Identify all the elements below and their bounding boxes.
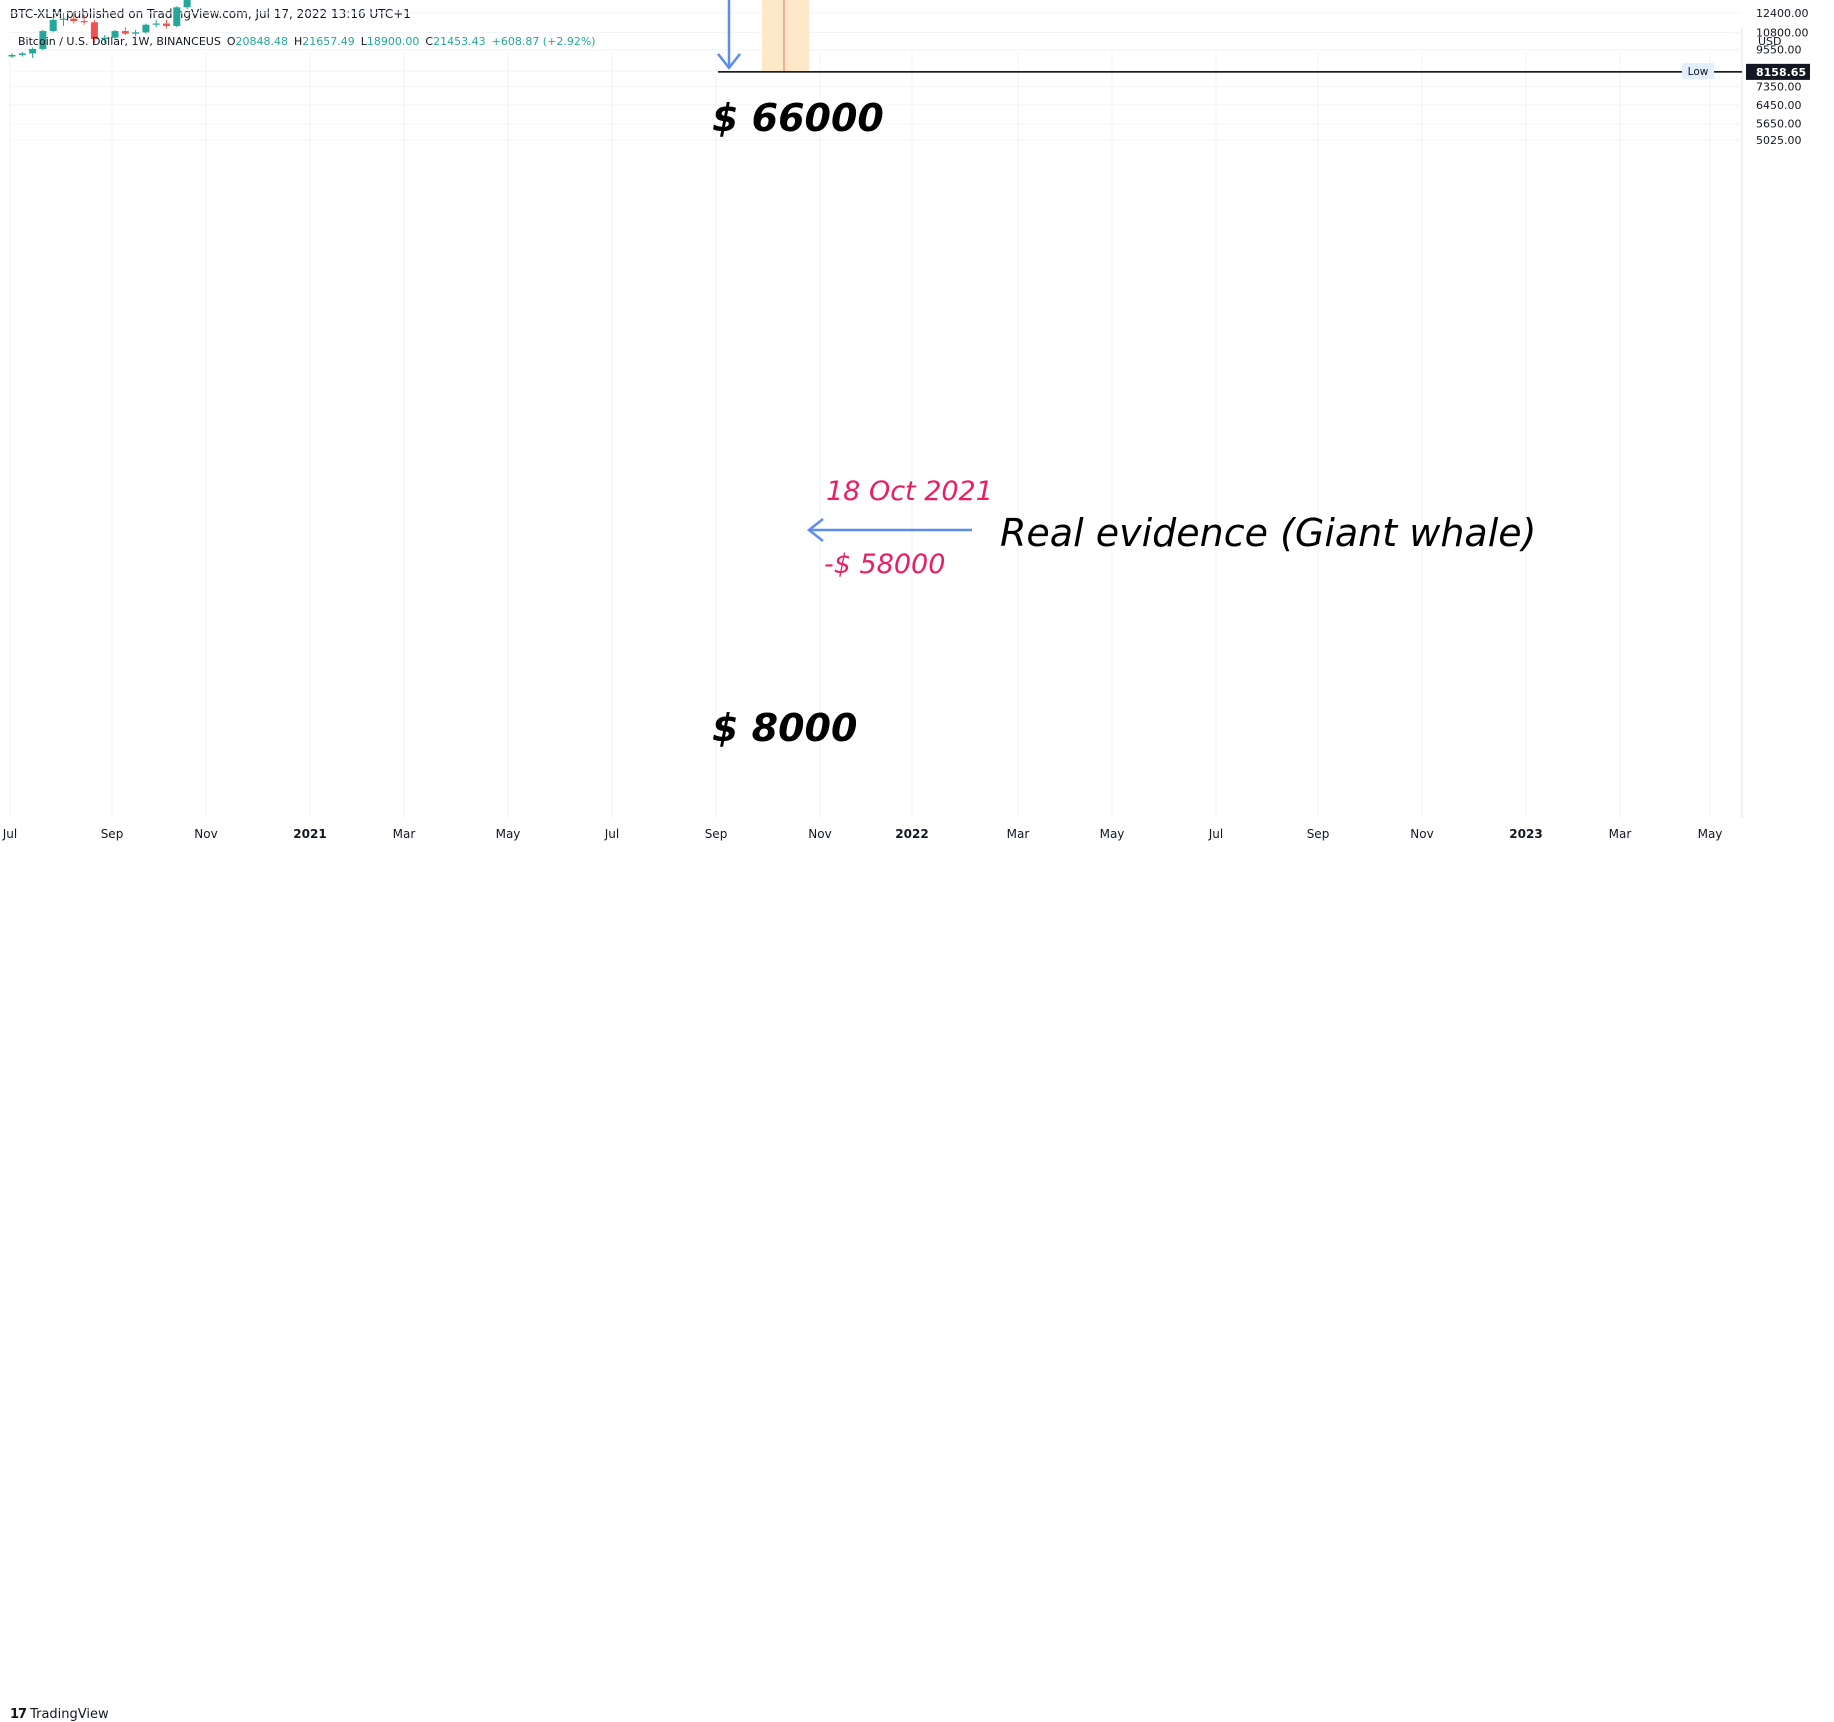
- annotation-bottom-price: $ 8000: [712, 706, 857, 750]
- candle: [49, 17, 57, 33]
- legend-open-label: O: [227, 35, 236, 48]
- footer: 17 TradingView: [0, 850, 1834, 1722]
- legend-symbol: Bitcoin / U.S. Dollar, 1W, BINANCEUS: [18, 35, 221, 48]
- price-tags: High69025.0566665.1621453.4311:43:20Low8…: [1682, 63, 1810, 80]
- candle: [132, 29, 140, 37]
- candle: [142, 23, 150, 34]
- x-tick-label: Jul: [604, 827, 619, 841]
- candle-body: [70, 18, 78, 22]
- candle-body: [101, 37, 109, 40]
- x-tick-label: Nov: [194, 827, 217, 841]
- candle-body: [60, 18, 67, 20]
- annotation-drop: -$ 58000: [824, 549, 945, 580]
- candle-body: [8, 54, 16, 57]
- x-tick-label: Jul: [1208, 827, 1223, 841]
- y-tick-label: 9550.00: [1756, 44, 1802, 57]
- candle-body: [132, 32, 140, 34]
- candle: [39, 29, 47, 51]
- legend-high-label: H: [294, 35, 302, 48]
- x-tick-label: May: [496, 827, 521, 841]
- annotation-arrows: [717, 0, 972, 542]
- legend-change: +608.87 (+2.92%): [492, 35, 596, 48]
- y-tick-label: 6450.00: [1756, 99, 1802, 112]
- x-tick-label: Mar: [393, 827, 416, 841]
- highlight-band: [762, 0, 809, 72]
- x-tick-label: May: [1698, 827, 1723, 841]
- x-tick-label: May: [1100, 827, 1125, 841]
- publish-bar: BTC-XLM published on TradingView.com, Ju…: [0, 0, 1834, 28]
- candle-body: [29, 48, 37, 54]
- x-tick-label: Nov: [1410, 827, 1433, 841]
- candle: [60, 12, 67, 26]
- candle-body: [80, 21, 88, 23]
- price-tag: 8158.65: [1746, 63, 1810, 80]
- x-tick-label: 2021: [293, 827, 326, 841]
- legend-low-value: 18900.00: [367, 35, 420, 48]
- y-tick-label: 12400.00: [1756, 7, 1809, 20]
- tradingview-logo[interactable]: 17 TradingView: [10, 1707, 109, 1722]
- candle: [80, 15, 88, 25]
- candle: [29, 47, 37, 59]
- price-tag-bg: [1746, 63, 1810, 80]
- y-axis-unit: USD: [1758, 35, 1782, 48]
- candle: [90, 19, 98, 44]
- candle: [8, 53, 16, 59]
- x-tick-label: Mar: [1609, 827, 1632, 841]
- x-tick-label: 2022: [895, 827, 928, 841]
- tradingview-brand: TradingView: [30, 1707, 109, 1722]
- candle-body: [163, 23, 170, 26]
- x-tick-label: Mar: [1007, 827, 1030, 841]
- y-tick-label: 7350.00: [1756, 81, 1802, 94]
- tradingview-logo-icon: 17: [10, 1707, 27, 1722]
- legend-open-value: 20848.48: [236, 35, 289, 48]
- x-tick-label: Nov: [808, 827, 831, 841]
- candle-body: [152, 23, 160, 25]
- drop-arrow-head: [717, 53, 741, 70]
- x-axis[interactable]: Jul Sep Nov 2021 Mar May Jul Sep Nov 2022 Mar May Ju…: [2, 827, 1723, 841]
- candle: [152, 19, 160, 28]
- publish-info: BTC-XLM published on TradingView.com, Ju…: [10, 7, 411, 21]
- candle-body: [173, 7, 181, 26]
- chart-legend: Bitcoin / U.S. Dollar, 1W, BINANCEUS O208…: [18, 35, 596, 48]
- x-tick-label: Jul: [2, 827, 17, 841]
- price-chart[interactable]: Bitcoin / U.S. Dollar, 1W, BINANCEUS O208…: [0, 0, 1834, 882]
- y-axis[interactable]: 92000.0080000.0060500.0053000.0047000.00…: [1756, 0, 1809, 147]
- legend-high-value: 21657.49: [302, 35, 355, 48]
- x-tick-label: Sep: [1307, 827, 1330, 841]
- legend-close-label: C: [425, 35, 433, 48]
- y-tick-label: 5025.00: [1756, 134, 1802, 147]
- candle: [183, 0, 191, 10]
- x-tick-label: Sep: [101, 827, 124, 841]
- candle-body: [142, 24, 150, 33]
- x-tick-label: Sep: [705, 827, 728, 841]
- legend-close-value: 21453.43: [433, 35, 486, 48]
- annotation-top-price: $ 66000: [712, 96, 884, 140]
- candle-body: [49, 19, 57, 32]
- candle: [101, 34, 109, 44]
- candle: [70, 11, 78, 24]
- annotation-date: 18 Oct 2021: [826, 476, 993, 507]
- candle: [163, 19, 170, 29]
- y-tick-label: 10800.00: [1756, 26, 1809, 39]
- candle: [18, 51, 26, 57]
- annotation-evidence: Real evidence (Giant whale): [1000, 511, 1536, 555]
- y-tick-label: 5650.00: [1756, 118, 1802, 131]
- candle: [173, 6, 181, 28]
- candle: [121, 27, 129, 35]
- candle-body: [121, 31, 129, 34]
- legend-low-label: L: [361, 35, 368, 48]
- candle-body: [111, 31, 119, 38]
- candle-body: [183, 0, 191, 8]
- price-tag-value: 8158.65: [1756, 66, 1806, 79]
- candles-group: [8, 0, 191, 59]
- candle-body: [39, 31, 47, 49]
- candle-body: [90, 22, 98, 40]
- candle: [111, 29, 119, 40]
- price-tag-label: Low: [1688, 66, 1709, 78]
- candle-body: [18, 53, 26, 55]
- x-tick-label: 2023: [1509, 827, 1542, 841]
- pointer-arrow-head: [806, 518, 824, 542]
- y-tick-label: 14000.00: [1756, 0, 1809, 3]
- price-tag-label-bg: [1682, 63, 1714, 80]
